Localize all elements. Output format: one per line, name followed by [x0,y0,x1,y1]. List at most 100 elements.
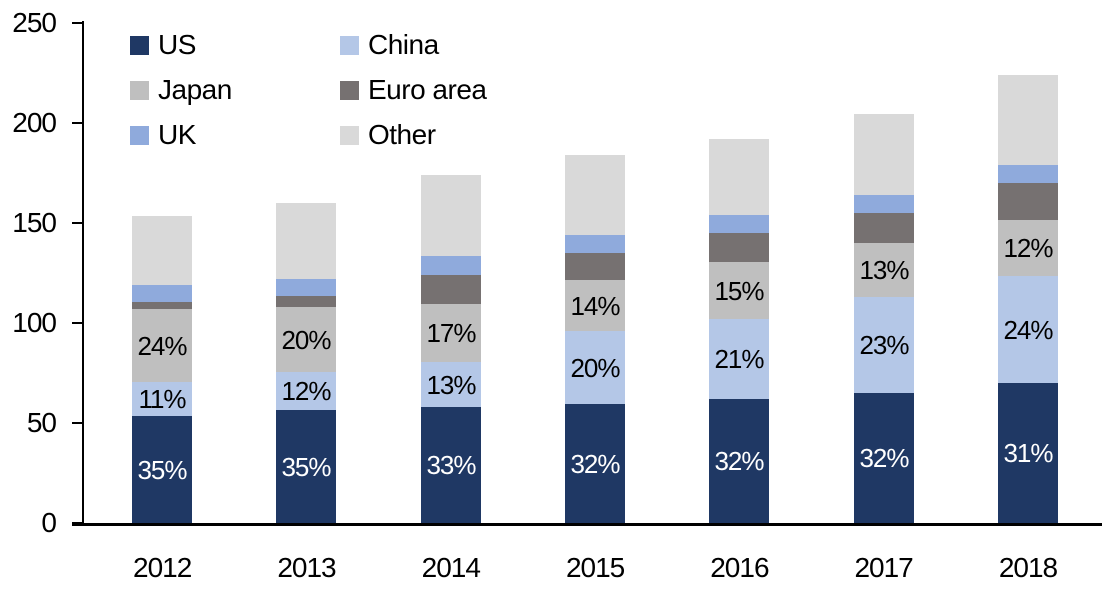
bar-segment-euro-area [132,302,192,309]
segment-percent-label: 13% [426,369,476,400]
segment-percent-label: 15% [714,275,764,306]
legend-swatch [340,80,359,100]
legend-label: Other [368,119,436,150]
bar-segment-uk [709,215,769,233]
bar-segment-other [132,216,192,285]
bar-segment-us: 35% [276,410,336,523]
y-tick [72,122,84,124]
y-tick [72,222,84,224]
bar-segment-uk [421,256,481,275]
legend-swatch [130,80,149,100]
x-axis-label: 2014 [421,552,481,583]
segment-percent-label: 20% [570,352,620,383]
legend-item-japan: Japan [130,76,232,104]
x-axis-label: 2018 [998,552,1058,583]
bar-segment-china: 11% [132,382,192,416]
bar-segment-us: 32% [854,393,914,523]
segment-percent-label: 32% [714,446,764,476]
bar-segment-euro-area [565,253,625,280]
bar-segment-china: 21% [709,319,769,399]
bar-segment-us: 31% [998,383,1058,523]
x-axis-label: 2015 [565,552,625,583]
x-axis-label: 2016 [710,552,769,583]
bar-segment-other [998,75,1058,165]
bar-segment-other [421,175,481,256]
segment-percent-label: 32% [859,443,909,473]
segment-percent-label: 11% [138,384,186,414]
bar-segment-uk [998,165,1058,183]
segment-percent-label: 12% [1003,233,1053,263]
bar-segment-china: 20% [565,331,625,404]
bar-segment-japan: 13% [854,243,914,297]
y-tick [72,322,84,324]
bar-segment-euro-area [276,296,336,307]
segment-percent-label: 32% [570,448,620,479]
x-axis-label: 2012 [133,552,192,583]
bar-segment-uk [854,195,914,213]
bar-segment-euro-area [421,275,481,304]
bar-segment-other [276,203,336,279]
segment-percent-label: 14% [570,290,620,321]
bar-segment-uk [132,285,192,302]
segment-percent-label: 13% [859,255,909,285]
segment-percent-label: 35% [281,451,331,482]
legend-swatch [130,125,149,145]
x-axis-label: 2017 [854,552,913,583]
y-axis-line [82,21,84,525]
bar-segment-us: 32% [709,399,769,523]
legend-swatch [340,125,359,145]
bar-segment-japan: 24% [132,309,192,382]
segment-percent-label: 12% [281,376,331,406]
y-tick-label: 250 [12,7,57,38]
legend-item-us: US [130,31,196,59]
segment-percent-label: 23% [859,330,909,360]
bar-segment-japan: 15% [709,262,769,319]
bar-segment-japan: 20% [276,307,336,372]
bar-segment-other [565,155,625,235]
y-tick-label: 200 [12,107,57,138]
x-axis-label: 2013 [277,552,336,583]
legend-label: US [158,29,196,60]
legend-label: UK [158,119,196,150]
bar-segment-japan: 14% [565,280,625,331]
bar-segment-us: 33% [421,407,481,523]
legend-label: Euro area [368,74,487,105]
bar-segment-china: 23% [854,297,914,393]
bar-segment-china: 13% [421,362,481,407]
bar-segment-japan: 17% [421,304,481,362]
bar-segment-uk [276,279,336,296]
segment-percent-label: 17% [426,318,476,348]
legend-label: China [368,29,439,60]
bar-segment-us: 32% [565,404,625,523]
segment-percent-label: 31% [1003,438,1053,468]
bar-segment-other [854,114,914,195]
legend-item-uk: UK [130,121,196,149]
segment-percent-label: 24% [1003,314,1053,345]
bar-segment-uk [565,235,625,253]
bar-segment-us: 35% [132,416,192,523]
y-tick-label: 150 [12,207,57,238]
bar-segment-other [709,139,769,215]
y-tick [72,422,84,424]
bar-segment-china: 24% [998,276,1058,383]
x-axis-line [72,523,1102,526]
segment-percent-label: 33% [426,450,476,480]
y-tick-label: 50 [26,407,57,438]
legend-item-other: Other [340,121,436,149]
bar-segment-euro-area [854,213,914,243]
legend-item-euro-area: Euro area [340,74,487,105]
segment-percent-label: 21% [714,344,764,374]
legend-swatch [130,35,149,55]
y-tick-label: 100 [12,307,57,338]
bar-segment-japan: 12% [998,220,1058,276]
bar-segment-euro-area [998,183,1058,220]
y-tick [72,22,84,24]
segment-percent-label: 24% [137,330,187,361]
segment-percent-label: 20% [281,324,331,355]
segment-percent-label: 35% [137,454,187,485]
y-tick-label: 0 [41,507,57,538]
legend-label: Japan [158,74,232,105]
bar-segment-china: 12% [276,372,336,410]
legend-swatch [340,35,359,55]
